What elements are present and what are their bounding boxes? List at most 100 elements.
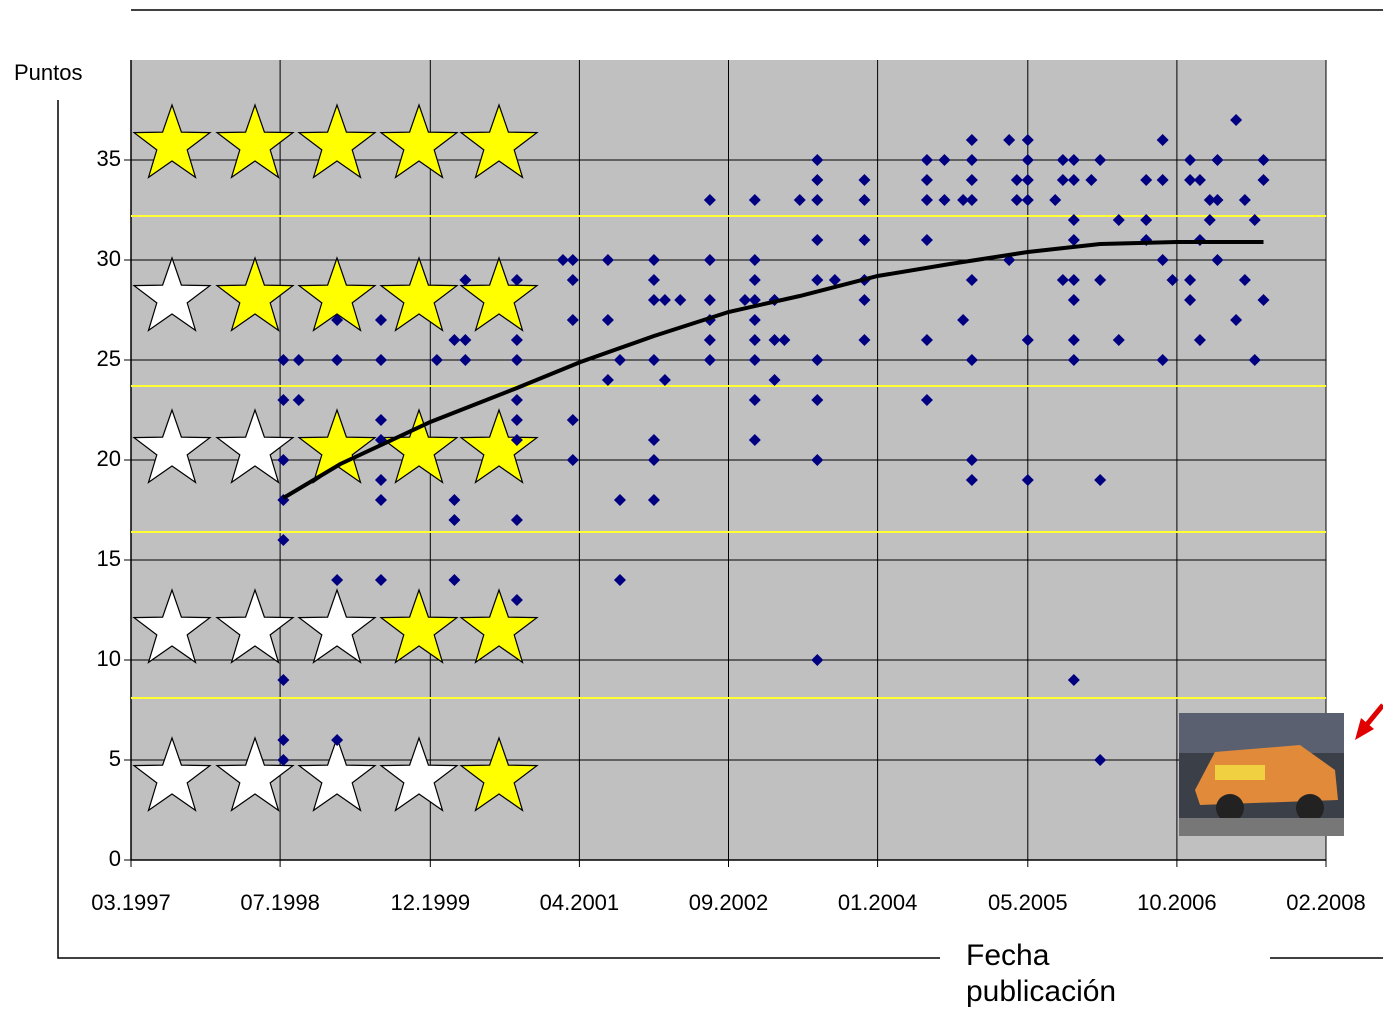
data-point bbox=[811, 454, 824, 466]
x-tick-label: 10.2006 bbox=[1137, 890, 1217, 915]
data-point bbox=[1211, 154, 1224, 166]
data-point bbox=[566, 254, 579, 266]
data-point bbox=[748, 254, 761, 266]
x-tick-label: 02.2008 bbox=[1286, 890, 1366, 915]
data-point bbox=[277, 734, 290, 746]
data-point bbox=[1156, 254, 1169, 266]
data-point bbox=[1056, 154, 1069, 166]
rating-star bbox=[132, 408, 212, 484]
data-point bbox=[748, 274, 761, 286]
data-point bbox=[601, 314, 614, 326]
data-point bbox=[748, 354, 761, 366]
rating-star bbox=[379, 408, 459, 484]
data-point bbox=[647, 254, 660, 266]
data-point bbox=[811, 654, 824, 666]
data-point bbox=[674, 294, 687, 306]
data-point bbox=[566, 414, 579, 426]
data-point bbox=[811, 194, 824, 206]
data-point bbox=[1021, 334, 1034, 346]
y-tick-label: 30 bbox=[97, 246, 121, 271]
data-point bbox=[510, 274, 523, 286]
data-point bbox=[938, 154, 951, 166]
data-point bbox=[793, 194, 806, 206]
data-point bbox=[965, 154, 978, 166]
data-point bbox=[703, 194, 716, 206]
data-point bbox=[459, 274, 472, 286]
crash-photo bbox=[1179, 713, 1344, 836]
data-point bbox=[566, 454, 579, 466]
data-point bbox=[1067, 294, 1080, 306]
data-point bbox=[613, 574, 626, 586]
data-point bbox=[613, 354, 626, 366]
data-point bbox=[1021, 194, 1034, 206]
rating-star bbox=[215, 103, 295, 179]
data-point bbox=[957, 194, 970, 206]
x-tick-label: 01.2004 bbox=[838, 890, 918, 915]
data-point bbox=[965, 454, 978, 466]
data-point bbox=[448, 494, 461, 506]
data-point bbox=[331, 354, 344, 366]
rating-star bbox=[297, 103, 377, 179]
data-point bbox=[1067, 234, 1080, 246]
data-point bbox=[1056, 174, 1069, 186]
y-tick-label: 20 bbox=[97, 446, 121, 471]
data-point bbox=[658, 294, 671, 306]
y-tick-label: 0 bbox=[109, 846, 121, 871]
data-point bbox=[748, 334, 761, 346]
data-point bbox=[1094, 754, 1107, 766]
data-point bbox=[448, 334, 461, 346]
data-point bbox=[374, 474, 387, 486]
data-point bbox=[965, 354, 978, 366]
data-point bbox=[601, 374, 614, 386]
data-point bbox=[566, 314, 579, 326]
data-point bbox=[374, 414, 387, 426]
data-point bbox=[510, 514, 523, 526]
data-point bbox=[1021, 134, 1034, 146]
data-point bbox=[1184, 154, 1197, 166]
data-point bbox=[748, 194, 761, 206]
data-point bbox=[613, 494, 626, 506]
data-point bbox=[566, 274, 579, 286]
data-point bbox=[768, 374, 781, 386]
data-point bbox=[647, 274, 660, 286]
data-point bbox=[448, 514, 461, 526]
data-point bbox=[292, 394, 305, 406]
data-point bbox=[1184, 274, 1197, 286]
data-point bbox=[957, 314, 970, 326]
y-tick-label: 5 bbox=[109, 746, 121, 771]
data-point bbox=[1230, 314, 1243, 326]
rating-star bbox=[132, 588, 212, 664]
x-axis-label: Fecha publicación bbox=[966, 939, 1117, 1008]
data-point bbox=[858, 294, 871, 306]
data-point bbox=[778, 334, 791, 346]
data-point bbox=[331, 574, 344, 586]
x-tick-label: 03.1997 bbox=[91, 890, 171, 915]
data-point bbox=[703, 254, 716, 266]
rating-star bbox=[459, 408, 539, 484]
data-point bbox=[1021, 174, 1034, 186]
data-point bbox=[459, 354, 472, 366]
rating-star bbox=[379, 736, 459, 812]
x-tick-label: 09.2002 bbox=[689, 890, 769, 915]
data-point bbox=[920, 194, 933, 206]
data-point bbox=[1021, 474, 1034, 486]
data-point bbox=[703, 294, 716, 306]
data-point bbox=[1010, 174, 1023, 186]
data-point bbox=[1094, 154, 1107, 166]
data-point bbox=[858, 334, 871, 346]
data-point bbox=[1156, 354, 1169, 366]
rating-star bbox=[379, 103, 459, 179]
data-point bbox=[277, 534, 290, 546]
data-point bbox=[1140, 174, 1153, 186]
data-point bbox=[1203, 194, 1216, 206]
rating-star bbox=[379, 588, 459, 664]
data-point bbox=[1211, 194, 1224, 206]
data-point bbox=[647, 434, 660, 446]
rating-star bbox=[215, 408, 295, 484]
data-point bbox=[1166, 274, 1179, 286]
x-tick-label: 12.1999 bbox=[391, 890, 471, 915]
data-point bbox=[965, 174, 978, 186]
data-point bbox=[920, 154, 933, 166]
